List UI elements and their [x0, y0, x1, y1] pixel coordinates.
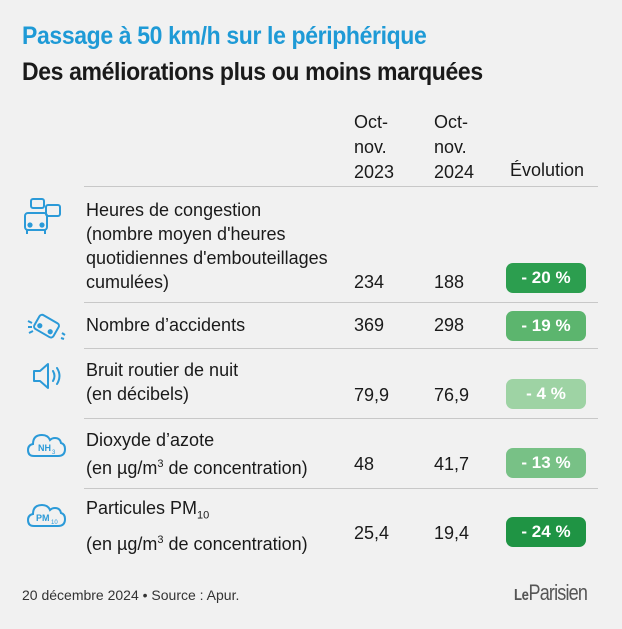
evolution-badge: - 24 %: [506, 517, 586, 547]
chart-title: Passage à 50 km/h sur le périphérique: [22, 22, 427, 50]
row-label-accidents: Nombre d’accidents: [86, 315, 246, 335]
le-parisien-logo: LeParisien: [514, 580, 588, 605]
value-2023: 79,9: [354, 385, 390, 405]
value-2024: 19,4: [434, 523, 470, 543]
svg-text:10: 10: [51, 520, 58, 526]
column-header-2023: Oct-nov. 2023: [354, 112, 395, 182]
source-footer: 20 décembre 2024 • Source : Apur.: [22, 587, 240, 603]
evolution-badge: - 4 %: [506, 379, 586, 409]
row-label-particules: Particules PM10 (en µg/m3 de concentrati…: [86, 498, 308, 554]
speaker-icon: [33, 363, 61, 389]
value-2023: 369: [354, 315, 385, 335]
evolution-badge: - 20 %: [506, 263, 586, 293]
value-2023: 48: [354, 454, 375, 474]
row-divider: [84, 348, 598, 349]
svg-text:3: 3: [52, 450, 56, 456]
row-divider: [84, 186, 598, 187]
car-traffic-icon: [24, 198, 61, 234]
value-2024: 188: [434, 272, 465, 292]
row-divider: [84, 418, 598, 419]
value-2024: 41,7: [434, 454, 470, 474]
value-2023: 234: [354, 272, 385, 292]
row-divider: [84, 488, 598, 489]
column-header-evolution: Évolution: [510, 160, 585, 180]
pm10-cloud-icon: PM 10: [26, 503, 66, 527]
evolution-badge: - 13 %: [506, 448, 586, 478]
value-2024: 298: [434, 315, 465, 335]
row-label-dioxyde: Dioxyde d’azote (en µg/m3 de concentrati…: [86, 430, 308, 478]
svg-text:PM: PM: [36, 513, 50, 523]
value-2024: 76,9: [434, 385, 470, 405]
svg-text:NH: NH: [38, 443, 51, 453]
no2-cloud-icon: NH 3: [26, 433, 66, 457]
row-divider: [84, 302, 598, 303]
column-header-2024: Oct-nov. 2024: [434, 112, 475, 182]
value-2023: 25,4: [354, 523, 390, 543]
row-label-bruit: Bruit routier de nuit (en décibels): [86, 360, 239, 404]
chart-subtitle: Des améliorations plus ou moins marquées: [22, 58, 483, 86]
car-crash-icon: [27, 313, 66, 340]
evolution-badge: - 19 %: [506, 311, 586, 341]
row-label-congestion: Heures de congestion (nombre moyen d'heu…: [86, 200, 328, 292]
